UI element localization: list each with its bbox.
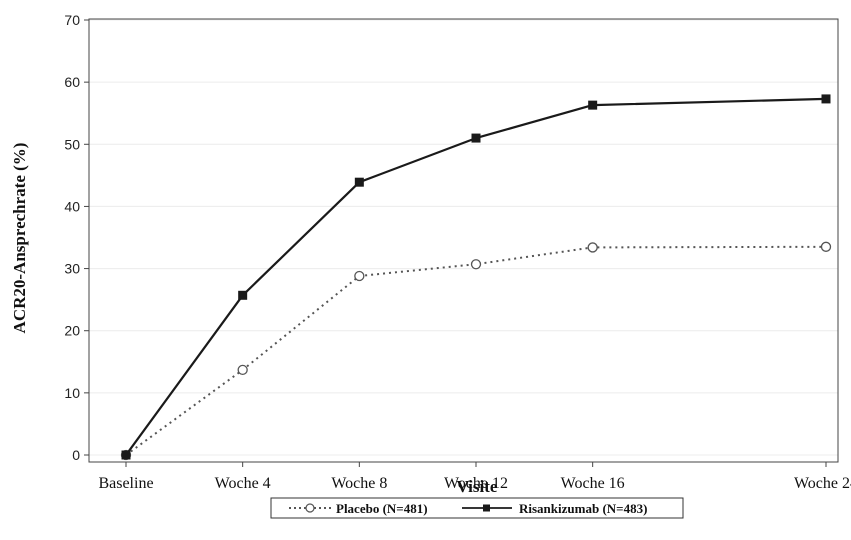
y-tick-label: 10 (64, 385, 80, 401)
data-point-placebo (470, 259, 482, 270)
data-point-placebo (820, 241, 832, 252)
legend-risankizumab-marker (483, 504, 490, 512)
legend-placebo-label: Placebo (N=481) (336, 501, 428, 516)
legend: Placebo (N=481) Risankizumab (N=483) (270, 497, 684, 519)
x-axis-title: Visite (457, 477, 498, 496)
plot-frame (88, 18, 839, 463)
data-point-risankizumab (354, 177, 364, 187)
y-tick-label: 60 (64, 74, 80, 90)
y-axis-title: ACR20-Ansprechrate (%) (10, 143, 29, 334)
data-point-placebo (587, 242, 598, 253)
series-line-placebo (125, 245, 827, 456)
y-tick-label: 50 (64, 136, 80, 152)
series-line-risankizumab (125, 97, 827, 456)
data-point-risankizumab (238, 290, 248, 300)
axes (88, 18, 839, 463)
series-layer (120, 94, 832, 461)
y-tick-label: 20 (64, 323, 80, 339)
grid-lines (89, 19, 838, 456)
y-axis-ticks: 0 10 20 30 40 50 60 70 (64, 12, 89, 463)
x-tick-label: Woche 8 (331, 475, 387, 492)
data-point-risankizumab (471, 133, 481, 143)
legend-placebo-marker (305, 503, 315, 513)
data-point-risankizumab (588, 100, 598, 110)
y-tick-label: 0 (72, 447, 80, 463)
x-axis-ticks: Baseline Woche 4 Woche 8 Woche 12 Woche 16 Wo… (98, 462, 851, 492)
y-tick-label: 70 (64, 12, 80, 28)
data-point-placebo (354, 270, 365, 282)
y-tick-label: 40 (64, 198, 80, 214)
data-point-risankizumab (121, 450, 131, 460)
y-tick-label: 30 (64, 261, 80, 277)
data-point-placebo (237, 364, 248, 376)
legend-risankizumab-label: Risankizumab (N=483) (519, 501, 647, 516)
x-tick-label: Woche 4 (215, 475, 271, 492)
x-tick-label: Woche 12 (444, 475, 508, 492)
x-tick-label: Woche 24 (794, 475, 851, 492)
x-tick-label: Woche 16 (561, 475, 625, 492)
data-point-risankizumab (821, 94, 831, 104)
x-tick-label: Baseline (98, 475, 153, 492)
